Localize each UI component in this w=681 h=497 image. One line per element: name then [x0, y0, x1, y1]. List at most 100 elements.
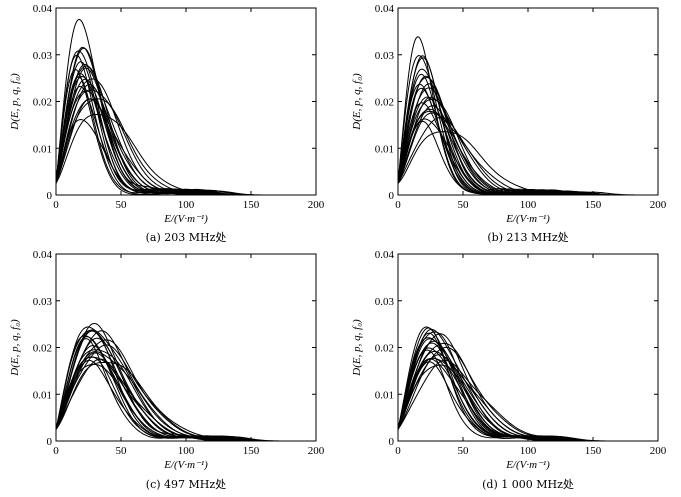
- series-curve: [55, 356, 316, 442]
- series-curve: [397, 358, 658, 442]
- y-tick-label: 0: [47, 190, 53, 202]
- y-tick-label: 0.01: [375, 389, 394, 401]
- series-curve: [55, 338, 316, 442]
- y-tick-label: 0.04: [375, 3, 395, 15]
- series-curve: [397, 332, 658, 442]
- y-axis-label: D(E, p, q, f₀): [9, 319, 21, 377]
- series-curve: [397, 327, 658, 442]
- plot-frame: [397, 253, 659, 442]
- y-tick-label: 0: [389, 190, 395, 202]
- series-curve: [397, 359, 658, 442]
- series-curve: [397, 96, 658, 196]
- series-curve: [55, 323, 316, 442]
- y-axis-label: D(E, p, q, f₀): [351, 319, 363, 377]
- x-tick-label: 150: [243, 199, 260, 211]
- x-tick-label: 50: [116, 445, 128, 457]
- y-tick-label: 0.03: [375, 296, 395, 308]
- y-tick-label: 0.03: [33, 296, 53, 308]
- series-curve: [55, 330, 316, 442]
- y-tick-label: 0: [389, 436, 395, 448]
- x-axis-label: E/(V·m⁻¹): [163, 459, 208, 471]
- y-tick-label: 0.03: [375, 50, 395, 62]
- series-curve: [55, 359, 316, 442]
- y-tick-label: 0: [47, 436, 53, 448]
- series-curve: [397, 118, 658, 196]
- series-curve: [55, 330, 316, 442]
- series-curve: [55, 344, 316, 442]
- series-curve: [397, 110, 658, 196]
- series-curve: [397, 340, 658, 442]
- series-curve: [397, 331, 658, 442]
- series-curve: [55, 356, 316, 442]
- y-tick-label: 0.04: [375, 249, 395, 261]
- series-curve: [55, 90, 316, 196]
- series-curve: [55, 329, 316, 442]
- y-tick-label: 0.02: [375, 343, 394, 355]
- series-curve: [55, 351, 316, 442]
- series-curve: [397, 338, 658, 442]
- y-axis-label: D(E, p, q, f₀): [351, 73, 363, 131]
- chart-panel-b: 0 50 100 150 200 0 0.01 0.02 0.03 0.04 E/(V·m⁻¹) D(…: [351, 3, 667, 244]
- x-axis-label: E/(V·m⁻¹): [505, 213, 550, 225]
- x-tick-label: 0: [395, 445, 401, 457]
- series-curve: [397, 36, 658, 196]
- x-tick-label: 50: [458, 445, 470, 457]
- series-curve: [55, 78, 316, 196]
- x-tick-label: 150: [585, 445, 602, 457]
- series-curve: [397, 364, 658, 442]
- series-curve: [55, 47, 316, 196]
- series-curve: [397, 333, 658, 442]
- x-tick-label: 100: [520, 199, 537, 211]
- panel-caption: (b) 213 MHz处: [487, 231, 568, 244]
- series-curve: [55, 345, 316, 442]
- x-tick-label: 100: [178, 445, 195, 457]
- series-curve: [55, 358, 316, 442]
- x-tick-label: 200: [650, 199, 667, 211]
- chart-panel-a: 0 50 100 150 200 0 0.01 0.02 0.03 0.04 E/(V·m⁻¹) D(…: [9, 3, 325, 244]
- y-tick-label: 0.02: [375, 97, 394, 109]
- series-curve: [55, 337, 316, 442]
- x-tick-label: 50: [458, 199, 470, 211]
- chart-panel-c: 0 50 100 150 200 0 0.01 0.02 0.03 0.04 E/(V·m⁻¹) D(…: [9, 249, 325, 491]
- panel-caption: (a) 203 MHz处: [146, 231, 227, 244]
- y-tick-label: 0.01: [375, 143, 394, 155]
- series-curve: [397, 87, 658, 196]
- series-curve: [397, 57, 658, 196]
- series-curve: [397, 342, 658, 442]
- y-tick-label: 0.02: [33, 343, 52, 355]
- y-tick-label: 0.03: [33, 50, 53, 62]
- x-tick-label: 100: [178, 199, 195, 211]
- x-tick-label: 150: [243, 445, 260, 457]
- series-curve: [397, 87, 658, 196]
- x-tick-label: 200: [308, 199, 325, 211]
- x-axis-label: E/(V·m⁻¹): [163, 213, 208, 225]
- y-tick-label: 0.04: [33, 3, 53, 15]
- series-curve: [397, 131, 658, 196]
- series-curve: [55, 339, 316, 442]
- x-tick-label: 50: [116, 199, 128, 211]
- x-tick-label: 150: [585, 199, 602, 211]
- y-tick-label: 0.04: [33, 249, 53, 261]
- panel-caption: (d) 1 000 MHz处: [482, 478, 574, 491]
- x-tick-label: 0: [53, 445, 59, 457]
- y-tick-label: 0.01: [33, 389, 52, 401]
- series-curve: [397, 361, 658, 442]
- y-tick-label: 0.02: [33, 97, 52, 109]
- series-curve: [55, 119, 316, 196]
- series-curve: [55, 361, 316, 442]
- series-curve: [55, 18, 316, 196]
- x-tick-label: 200: [308, 445, 325, 457]
- y-tick-label: 0.01: [33, 143, 52, 155]
- series-curve: [397, 326, 658, 442]
- series-curve: [55, 46, 316, 196]
- chart-panel-d: 0 50 100 150 200 0 0.01 0.02 0.03 0.04 E/(V·m⁻¹) D(…: [351, 249, 667, 491]
- series-curve: [55, 78, 316, 196]
- y-axis-label: D(E, p, q, f₀): [9, 73, 21, 131]
- series-curve: [397, 357, 658, 442]
- series-curve: [397, 96, 658, 196]
- x-tick-label: 0: [395, 199, 401, 211]
- x-tick-label: 200: [650, 445, 667, 457]
- x-tick-label: 0: [53, 199, 59, 211]
- series-curve: [55, 352, 316, 442]
